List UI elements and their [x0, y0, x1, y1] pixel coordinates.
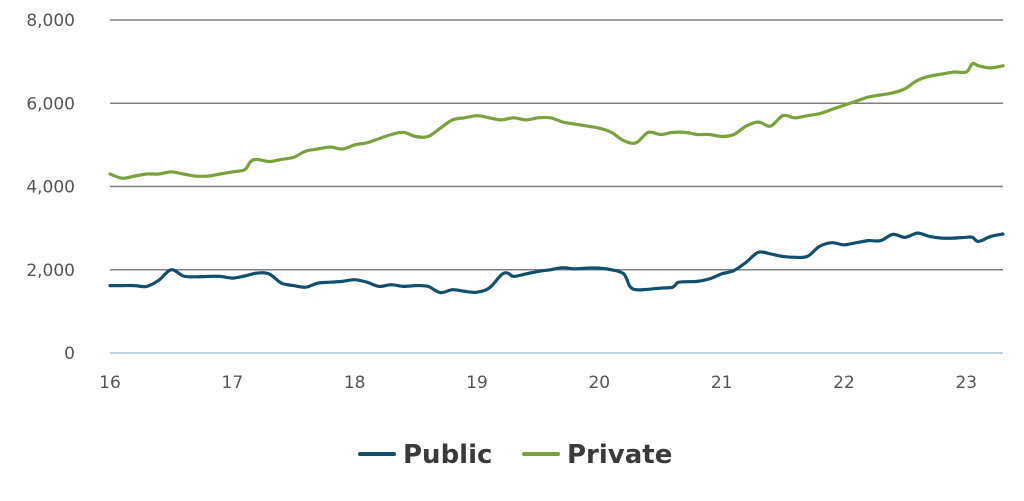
x-tick-label: 16 — [99, 373, 121, 393]
x-axis-ticks: 16 17 18 19 20 21 22 23 — [99, 373, 977, 393]
y-axis-ticks: 0 2,000 4,000 6,000 8,000 — [26, 11, 75, 364]
series-line-public — [108, 231, 1005, 295]
x-tick-label: 21 — [711, 373, 733, 393]
x-tick-label: 17 — [222, 373, 244, 393]
y-tick-label: 4,000 — [26, 178, 75, 198]
legend: Public Private — [358, 440, 672, 470]
series-lines — [108, 61, 1005, 295]
x-tick-label: 22 — [833, 373, 855, 393]
gridlines — [110, 19, 1003, 271]
series-line-private — [108, 61, 1005, 180]
legend-label-public: Public — [403, 440, 492, 470]
y-tick-label: 6,000 — [26, 94, 75, 114]
x-tick-label: 23 — [955, 373, 977, 393]
x-tick-label: 18 — [344, 373, 366, 393]
x-tick-label: 20 — [588, 373, 610, 393]
y-tick-label: 8,000 — [26, 11, 75, 31]
y-tick-label: 2,000 — [26, 261, 75, 281]
y-tick-label: 0 — [64, 344, 75, 364]
legend-label-private: Private — [567, 440, 672, 470]
x-tick-label: 19 — [466, 373, 488, 393]
